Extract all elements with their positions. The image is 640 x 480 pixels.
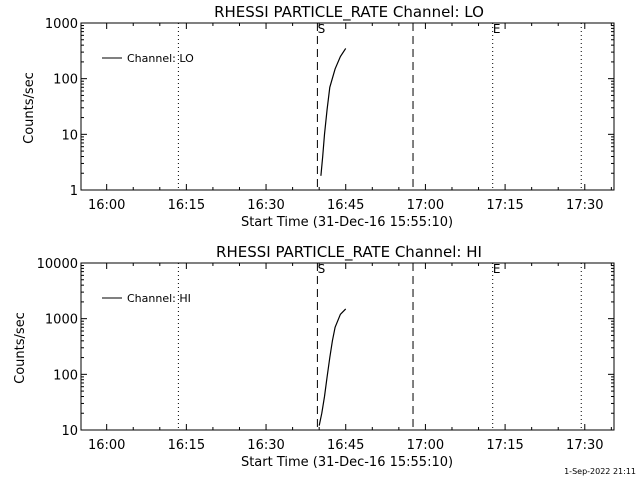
hi-plot-frame — [80, 262, 615, 431]
lo-plot-frame — [80, 22, 615, 191]
lo-x-tick-label: 16:00 — [88, 198, 125, 213]
hi-x-tick-label: 17:15 — [486, 438, 523, 453]
lo-x-tick-label: 17:30 — [566, 198, 603, 213]
lo-x-tick-label: 16:15 — [168, 198, 205, 213]
lo-marker-s: S — [318, 22, 326, 36]
hi-x-tick-label: 17:00 — [407, 438, 444, 453]
lo-channel-panel: RHESSI PARTICLE_RATE Channel: LO Start T… — [22, 3, 615, 230]
hi-x-tick-label: 16:00 — [88, 438, 125, 453]
lo-x-tick-label: 17:00 — [407, 198, 444, 213]
lo-x-tick-label: 16:45 — [327, 198, 364, 213]
lo-legend-label: Channel: LO — [127, 52, 194, 65]
lo-x-tick-label: 16:30 — [247, 198, 284, 213]
hi-series-line — [318, 308, 347, 426]
lo-x-axis-label: Start Time (31-Dec-16 15:55:10) — [241, 215, 453, 230]
hi-y-tick-label: 1000 — [45, 313, 78, 328]
hi-marker-s: S — [318, 262, 326, 276]
date-stamp: 1-Sep-2022 21:11 — [564, 467, 636, 476]
hi-chart-title: RHESSI PARTICLE_RATE Channel: HI — [216, 243, 482, 262]
hi-channel-panel: RHESSI PARTICLE_RATE Channel: HI Start T… — [13, 243, 615, 470]
lo-y-axis-label: Counts/sec — [22, 72, 37, 144]
hi-x-tick-label: 16:15 — [168, 438, 205, 453]
lo-chart-title: RHESSI PARTICLE_RATE Channel: LO — [214, 3, 484, 22]
lo-marker-e: E — [493, 22, 501, 36]
hi-legend-label: Channel: HI — [127, 292, 191, 305]
lo-y-tick-label: 100 — [53, 73, 78, 88]
lo-y-tick-label: 1000 — [45, 17, 78, 32]
hi-x-tick-label: 17:30 — [566, 438, 603, 453]
hi-x-tick-label: 16:30 — [247, 438, 284, 453]
hi-y-axis-label: Counts/sec — [13, 312, 28, 384]
lo-y-tick-label: 1 — [70, 184, 78, 199]
hi-x-axis-label: Start Time (31-Dec-16 15:55:10) — [241, 455, 453, 470]
hi-y-tick-label: 10000 — [37, 257, 78, 272]
hi-marker-e: E — [493, 262, 501, 276]
lo-series-line — [320, 48, 347, 176]
lo-x-tick-label: 17:15 — [486, 198, 523, 213]
hi-x-tick-label: 16:45 — [327, 438, 364, 453]
hi-y-tick-label: 10 — [61, 424, 78, 439]
lo-y-tick-label: 10 — [61, 128, 78, 143]
hi-y-tick-label: 100 — [53, 368, 78, 383]
